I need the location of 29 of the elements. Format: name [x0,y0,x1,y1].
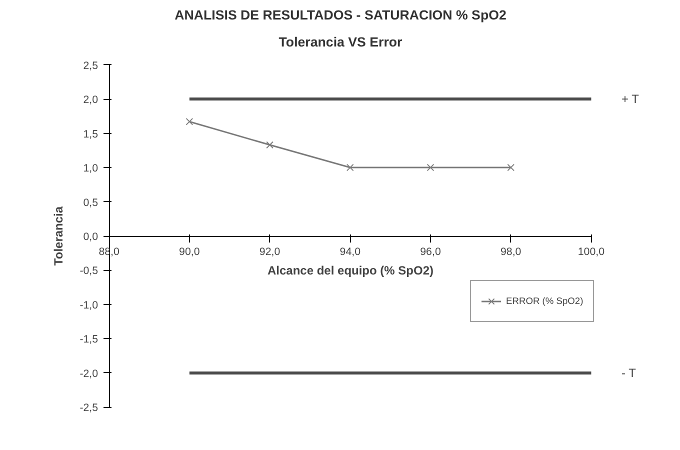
y-tick-label: -2,5 [80,402,98,414]
y-tick-label: 1,0 [83,162,98,175]
x-tick-label: 94,0 [340,246,361,258]
point [186,118,194,126]
y-axis-title: Tolerancia [52,206,66,266]
point [266,141,274,149]
x-axis-title: Alcance del equipo (% SpO2) [267,264,434,278]
x-tick-label: 90,0 [179,246,200,258]
point [507,164,515,172]
y-tick-label: 0,0 [83,231,98,243]
x-tick-label: 96,0 [420,246,441,258]
x-tick-label: 92,0 [259,246,280,258]
y-tick-label: 0,5 [83,196,98,209]
y-tick-label: -1,0 [80,299,98,312]
y-tick-label: 1,5 [83,128,98,140]
y-tick-label: -2,0 [80,368,98,380]
y-tick-label: -0,5 [80,265,98,278]
point [426,164,434,172]
point [346,164,354,172]
legend-label: ERROR (% SpO2) [506,296,584,306]
x-tick-label: 98,0 [500,246,522,258]
chart-subtitle: Tolerancia VS Error [278,34,402,50]
chart-title: ANALISIS DE RESULTADOS - SATURACION % SpO2 [174,8,506,22]
y-tick-label: -1,5 [80,334,98,346]
text: + T [622,92,640,106]
x-tick-label: 100,0 [578,246,605,258]
text: - T [622,366,637,380]
y-tick-label: 2,0 [83,94,98,106]
y-tick-label: 2,5 [83,60,98,72]
